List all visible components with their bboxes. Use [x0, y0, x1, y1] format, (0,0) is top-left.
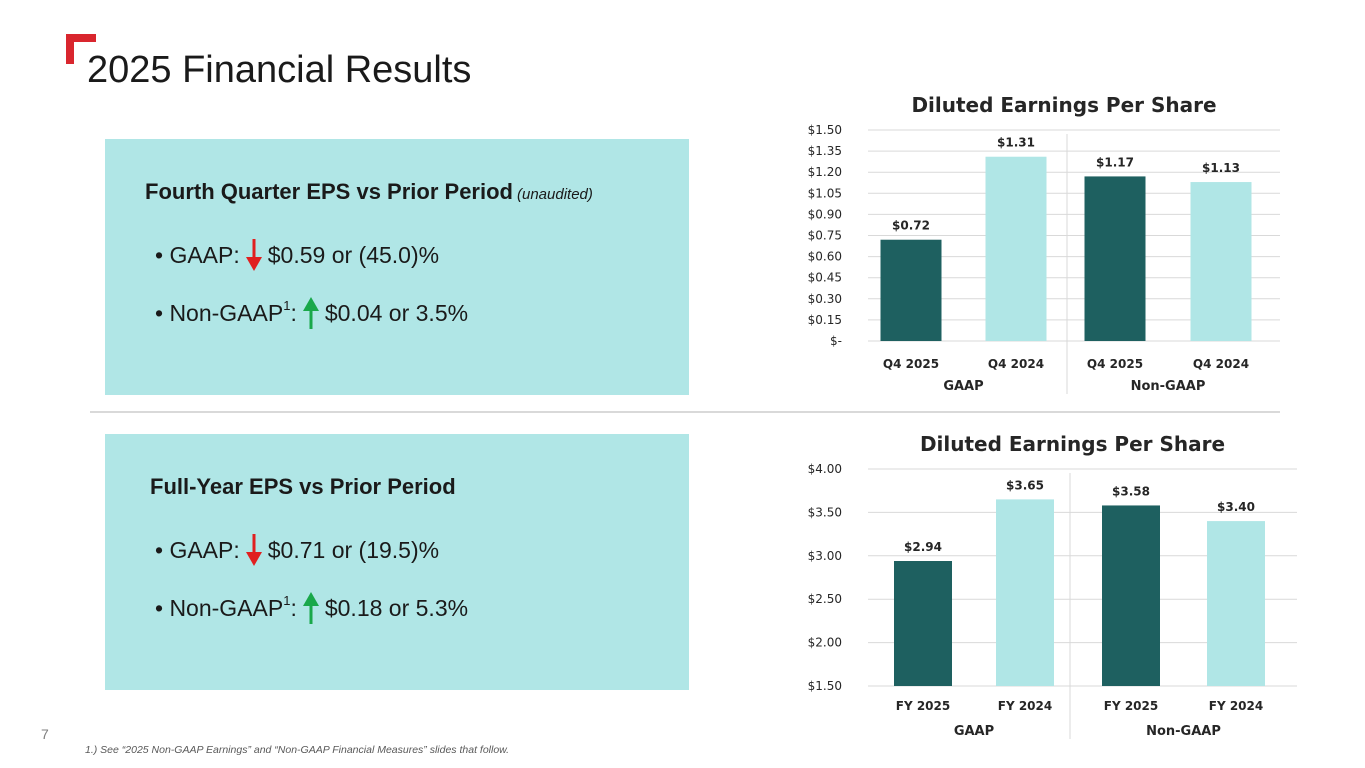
- q4-nongaap-colon: :: [290, 299, 297, 326]
- q4-eps-chart: Diluted Earnings Per Share $- $0.15 $0.30 $0…: [760, 88, 1320, 413]
- category-label: Q4 2024: [988, 357, 1044, 371]
- footnote: 1.) See “2025 Non-GAAP Earnings” and “No…: [85, 744, 510, 756]
- fy-gaap-bullet: • GAAP: $0.71 or (19.5)%: [155, 534, 439, 566]
- q4-nongaap-label: • Non-GAAP: [155, 299, 284, 326]
- y-tick-label: $3.00: [808, 549, 842, 563]
- bar: [880, 239, 942, 341]
- category-label: Q4 2024: [1193, 357, 1249, 371]
- y-tick-label: $0.75: [808, 229, 842, 243]
- bar: [894, 561, 952, 686]
- fy-nongaap-bullet: • Non-GAAP 1: $0.18 or 5.3%: [155, 592, 468, 624]
- group-label: GAAP: [943, 379, 983, 394]
- bar: [996, 499, 1054, 686]
- chart-svg: Diluted Earnings Per Share $- $0.15 $0.30 $0…: [808, 93, 1280, 394]
- fy-nongaap-footnote-ref: 1: [283, 592, 291, 608]
- q4-gaap-bullet: • GAAP: $0.59 or (45.0)%: [155, 239, 439, 271]
- page-number: 7: [41, 726, 49, 742]
- category-label: Q4 2025: [1087, 357, 1143, 371]
- fy-eps-panel: Full-Year EPS vs Prior Period • GAAP: $0…: [105, 434, 689, 690]
- y-tick-label: $0.30: [808, 292, 842, 306]
- bar: [1190, 182, 1252, 341]
- y-tick-label: $-: [830, 334, 842, 348]
- fy-eps-chart: Diluted Earnings Per Share $1.50 $2.00 $2.5…: [760, 426, 1320, 746]
- chart-svg: Diluted Earnings Per Share $1.50 $2.00 $2.5…: [808, 432, 1297, 739]
- q4-gaap-value: $0.59 or (45.0)%: [267, 241, 440, 268]
- brand-corner-mark: [66, 34, 96, 64]
- y-tick-label: $1.50: [808, 123, 842, 137]
- data-label: $3.58: [1112, 484, 1150, 498]
- category-label: FY 2025: [896, 699, 950, 713]
- y-tick-label: $1.05: [808, 186, 842, 200]
- q4-panel-heading: Fourth Quarter EPS vs Prior Period (unaud…: [145, 179, 593, 205]
- fy-nongaap-label: • Non-GAAP: [155, 594, 284, 621]
- category-label: Q4 2025: [883, 357, 939, 371]
- fy-heading-text: Full-Year EPS vs Prior Period: [150, 474, 456, 499]
- q4-gaap-label: • GAAP:: [155, 241, 240, 268]
- q4-nongaap-bullet: • Non-GAAP 1: $0.04 or 3.5%: [155, 297, 468, 329]
- chart-title: Diluted Earnings Per Share: [920, 432, 1225, 456]
- category-label: FY 2024: [1209, 699, 1263, 713]
- chart-title: Diluted Earnings Per Share: [911, 93, 1216, 117]
- group-label: Non-GAAP: [1146, 724, 1221, 739]
- y-tick-label: $1.35: [808, 144, 842, 158]
- y-tick-label: $4.00: [808, 462, 842, 476]
- data-label: $3.65: [1006, 478, 1044, 492]
- bar: [1084, 176, 1146, 341]
- q4-eps-panel: Fourth Quarter EPS vs Prior Period (unaud…: [105, 139, 689, 395]
- y-tick-label: $1.20: [808, 165, 842, 179]
- q4-heading-text: Fourth Quarter EPS vs Prior Period: [145, 179, 513, 204]
- y-tick-label: $3.50: [808, 505, 842, 519]
- q4-heading-note: (unaudited): [516, 186, 593, 203]
- fy-nongaap-value: $0.18 or 5.3%: [324, 594, 469, 621]
- bar: [1102, 505, 1160, 686]
- arrow-down-icon: [245, 534, 262, 566]
- fy-gaap-label: • GAAP:: [155, 536, 240, 563]
- data-label: $2.94: [904, 540, 942, 554]
- section-divider: [90, 411, 1280, 413]
- arrow-up-icon: [302, 297, 319, 329]
- category-label: FY 2025: [1104, 699, 1158, 713]
- y-tick-label: $2.00: [808, 636, 842, 650]
- category-label: FY 2024: [998, 699, 1052, 713]
- q4-nongaap-value: $0.04 or 3.5%: [324, 299, 469, 326]
- data-label: $0.72: [892, 219, 930, 233]
- y-tick-label: $0.15: [808, 313, 842, 327]
- group-label: GAAP: [954, 724, 994, 739]
- data-label: $1.13: [1202, 161, 1240, 175]
- y-tick-label: $0.60: [808, 250, 842, 264]
- y-tick-label: $0.90: [808, 207, 842, 221]
- arrow-up-icon: [302, 592, 319, 624]
- data-label: $1.17: [1096, 155, 1134, 169]
- page-title: 2025 Financial Results: [87, 49, 472, 91]
- y-tick-label: $0.45: [808, 271, 842, 285]
- q4-nongaap-footnote-ref: 1: [283, 297, 291, 313]
- bar: [1207, 521, 1265, 686]
- fy-nongaap-colon: :: [290, 594, 297, 621]
- y-tick-label: $2.50: [808, 592, 842, 606]
- data-label: $1.31: [997, 136, 1035, 150]
- group-label: Non-GAAP: [1131, 379, 1206, 394]
- bar: [985, 156, 1047, 341]
- fy-gaap-value: $0.71 or (19.5)%: [267, 536, 440, 563]
- data-label: $3.40: [1217, 500, 1255, 514]
- y-tick-label: $1.50: [808, 679, 842, 693]
- arrow-down-icon: [245, 239, 262, 271]
